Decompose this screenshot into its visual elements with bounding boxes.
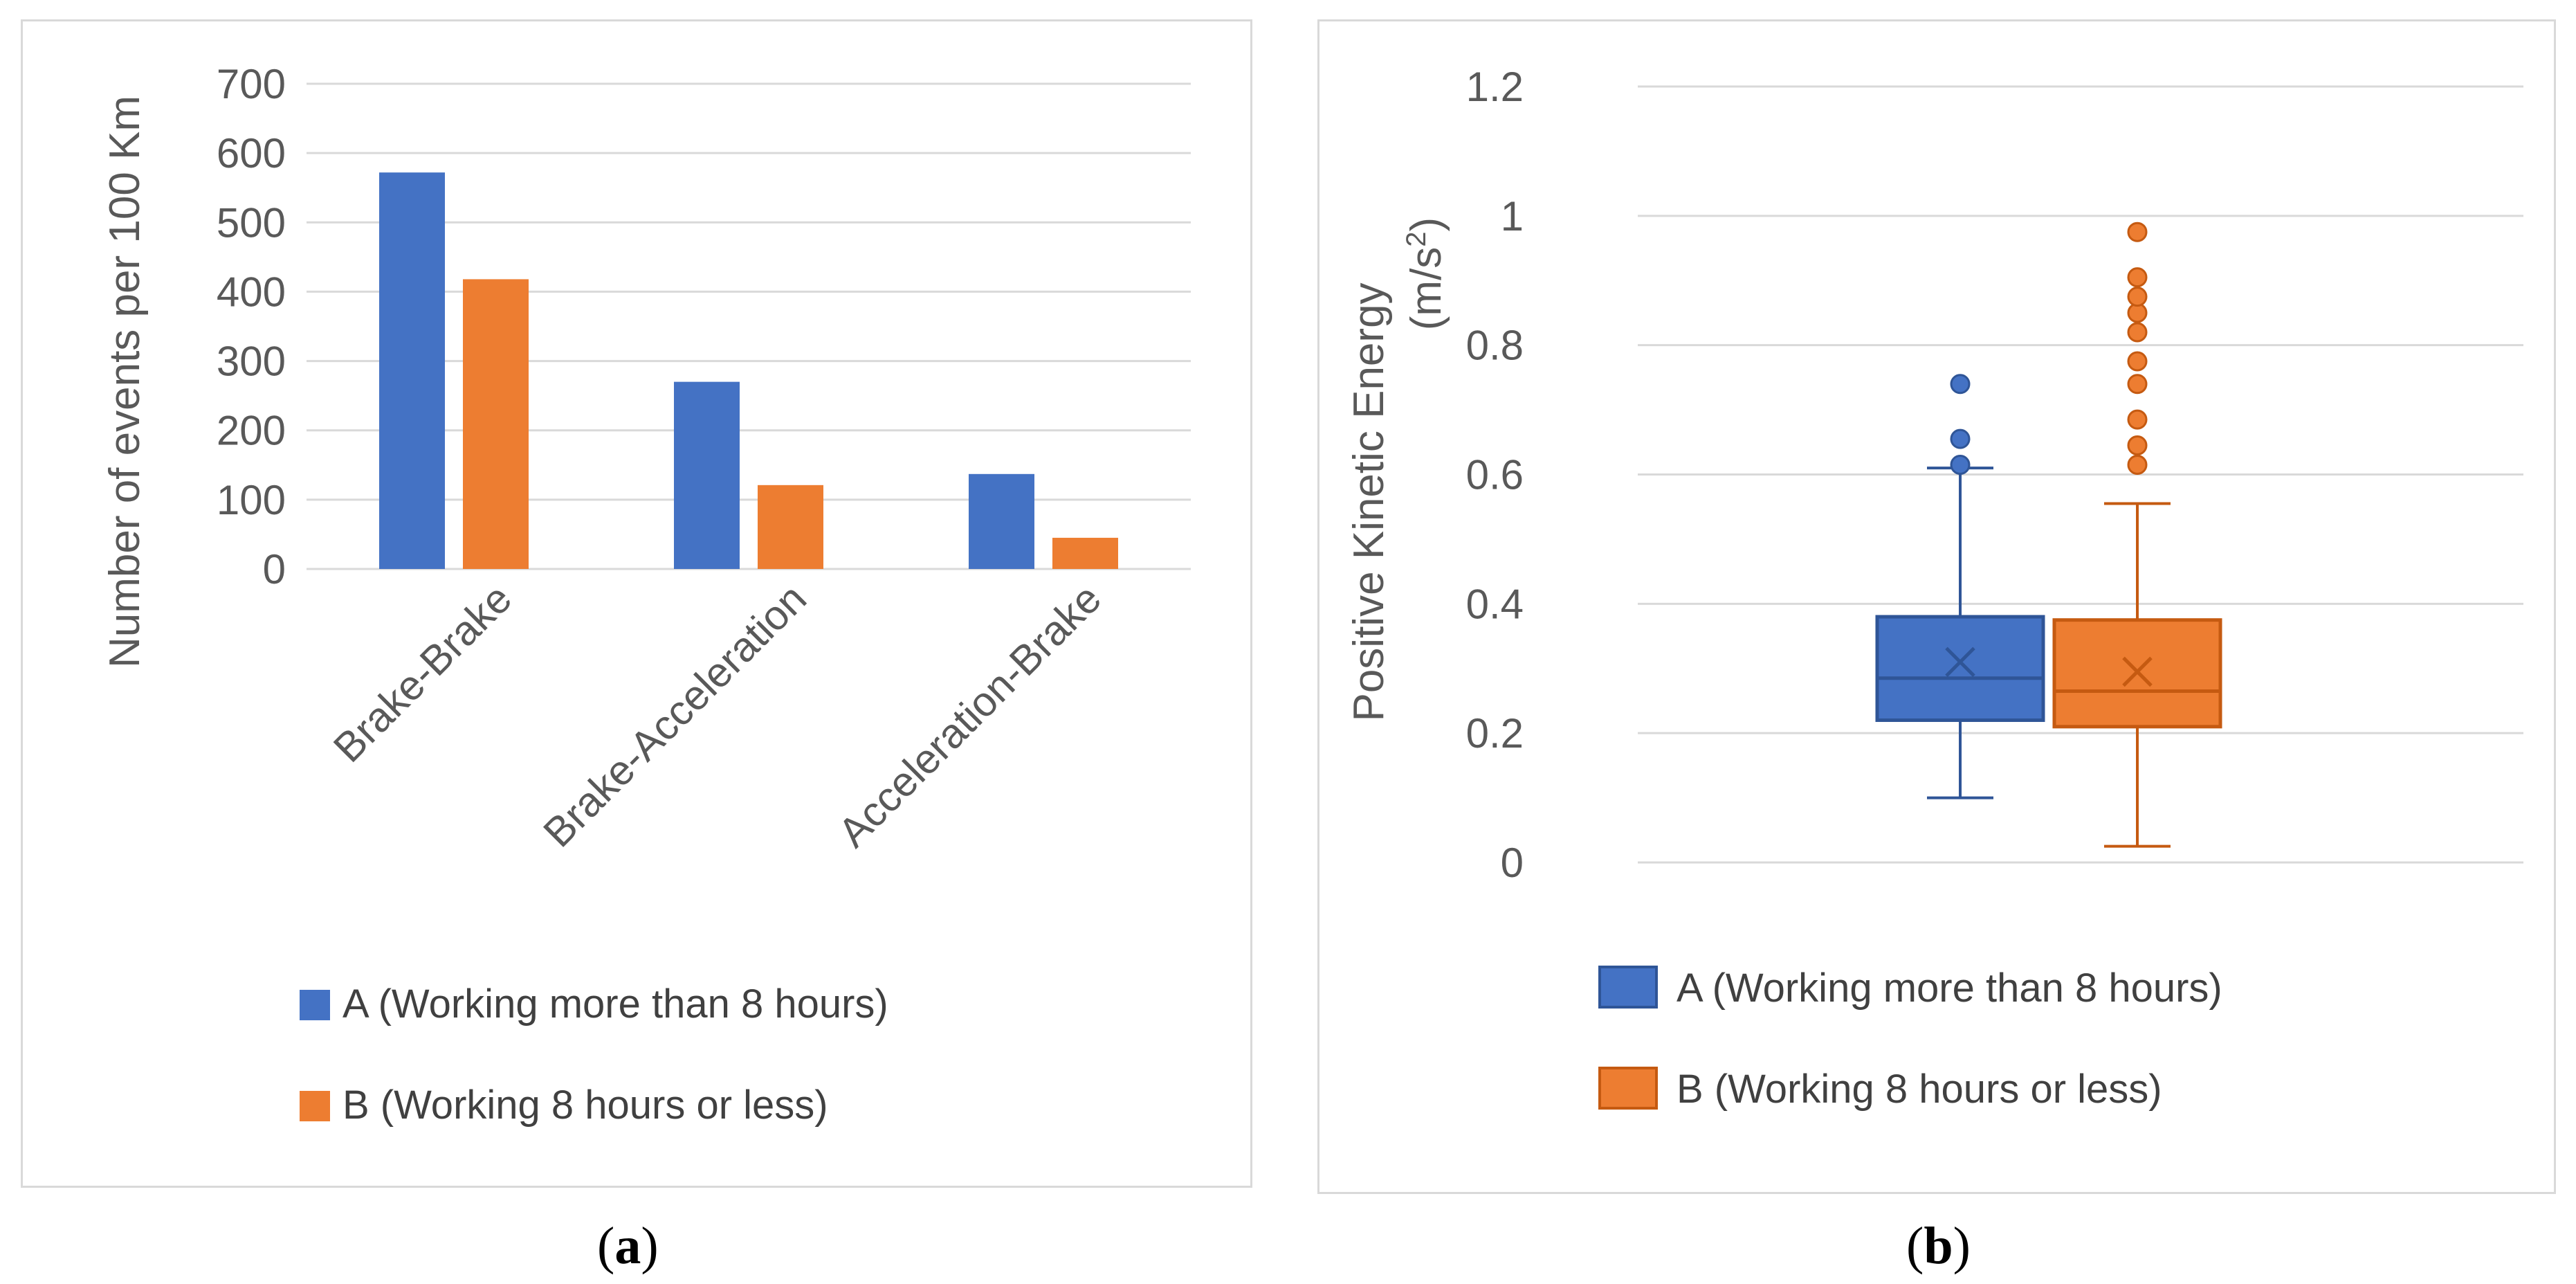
box [1875, 615, 2045, 722]
chart-panel-a: 0 100 200 300 400 500 600 700 Brake-Brake Brake-A… [21, 19, 1252, 1188]
y-tick-label: 500 [217, 199, 286, 246]
legend-label: A (Working more than 8 hours) [342, 982, 888, 1027]
caption-b: (b) [1906, 1217, 1971, 1275]
y-axis-title-line2: (m/s2) [1401, 217, 1450, 330]
y-tick-label: 400 [217, 269, 286, 315]
outlier-point [1950, 428, 1971, 449]
chart-panel-b: 0 0.2 0.4 0.6 0.8 1 1.2 Positive Kinetic Energy… [1317, 19, 2556, 1194]
outlier-point [2127, 322, 2148, 343]
y-axis-unit-base: (m/s [1403, 247, 1450, 331]
legend-swatch [1598, 1067, 1658, 1110]
mean-marker [1945, 646, 1975, 678]
y-tick-label: 300 [217, 338, 286, 385]
y-tick-label: 200 [217, 408, 286, 454]
y-tick-label: 0.4 [1466, 581, 1524, 627]
y-tick-label: 0.6 [1466, 452, 1524, 498]
y-tick-label: 1.2 [1466, 64, 1524, 110]
legend-label: B (Working 8 hours or less) [342, 1083, 828, 1128]
x-category-label: Brake-Brake [325, 575, 520, 771]
legend-swatch [1598, 966, 1658, 1009]
legend-swatch [300, 990, 330, 1020]
outlier-point [2127, 287, 2148, 307]
outlier-point [1950, 454, 1971, 475]
legend-label: B (Working 8 hours or less) [1677, 1067, 2162, 1112]
outlier-point [2127, 267, 2148, 288]
outlier-point [2127, 435, 2148, 455]
y-tick-label: 1 [1501, 193, 1524, 239]
y-tick-label: 0 [1501, 840, 1524, 886]
y-axis-title: Number of events per 100 Km [101, 96, 149, 668]
legend-label: A (Working more than 8 hours) [1677, 966, 2222, 1011]
bar [463, 279, 529, 569]
y-tick-label: 100 [217, 477, 286, 523]
box-plot-b: 0 0.2 0.4 0.6 0.8 1 1.2 Positive Kinetic Energy… [1345, 64, 2523, 1112]
outlier-point [2127, 221, 2148, 242]
bar-chart-a: 0 100 200 300 400 500 600 700 Brake-Brake Brake-A… [101, 61, 1191, 1128]
bar [674, 381, 740, 569]
y-tick-label: 0 [263, 546, 286, 593]
outlier-point [1950, 374, 1971, 395]
outlier-point [2127, 351, 2148, 372]
bar [969, 473, 1034, 569]
y-tick-label: 0.8 [1466, 323, 1524, 369]
outlier-point [2127, 454, 2148, 475]
y-tick-label: 700 [217, 61, 286, 107]
x-category-label: Acceleration-Brake [829, 575, 1110, 856]
y-tick-label: 0.2 [1466, 710, 1524, 757]
mean-marker [2122, 656, 2153, 687]
y-axis-unit-exponent: 2 [1401, 231, 1432, 246]
y-tick-label: 600 [217, 130, 286, 177]
legend-swatch [300, 1091, 330, 1121]
x-category-label: Brake-Acceleration [534, 575, 815, 856]
bar [1052, 537, 1118, 569]
y-axis-title-line1: Positive Kinetic Energy [1345, 282, 1393, 721]
outlier-point [2127, 409, 2148, 430]
outlier-point [2127, 374, 2148, 395]
caption-a: (a) [597, 1217, 659, 1275]
y-axis-unit-close: ) [1403, 217, 1450, 232]
bar [379, 172, 445, 569]
bar [758, 485, 823, 569]
